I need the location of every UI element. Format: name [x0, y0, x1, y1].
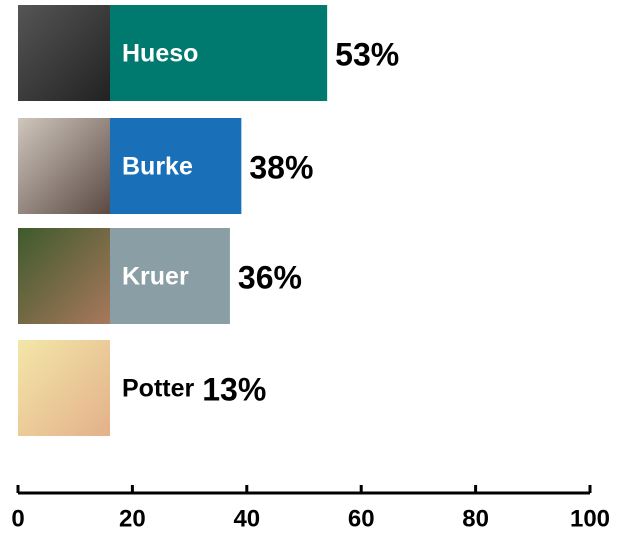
x-tick-label: 100: [570, 505, 610, 532]
bar-name: Potter: [122, 375, 195, 403]
photo: [18, 340, 110, 436]
value-label: 53%: [335, 36, 399, 72]
x-tick-label: 20: [119, 505, 146, 532]
bar-name: Burke: [122, 153, 193, 181]
value-label: 38%: [249, 149, 313, 185]
x-tick-label: 40: [233, 505, 260, 532]
photo: [18, 228, 110, 324]
value-label: 36%: [238, 259, 302, 295]
value-label: 13%: [202, 371, 266, 407]
x-tick-label: 80: [462, 505, 489, 532]
photo: [18, 5, 110, 101]
x-tick-label: 0: [11, 505, 24, 532]
photo: [18, 118, 110, 214]
x-tick-label: 60: [348, 505, 375, 532]
bar-name: Hueso: [122, 40, 198, 68]
bar-name: Kruer: [122, 263, 189, 291]
